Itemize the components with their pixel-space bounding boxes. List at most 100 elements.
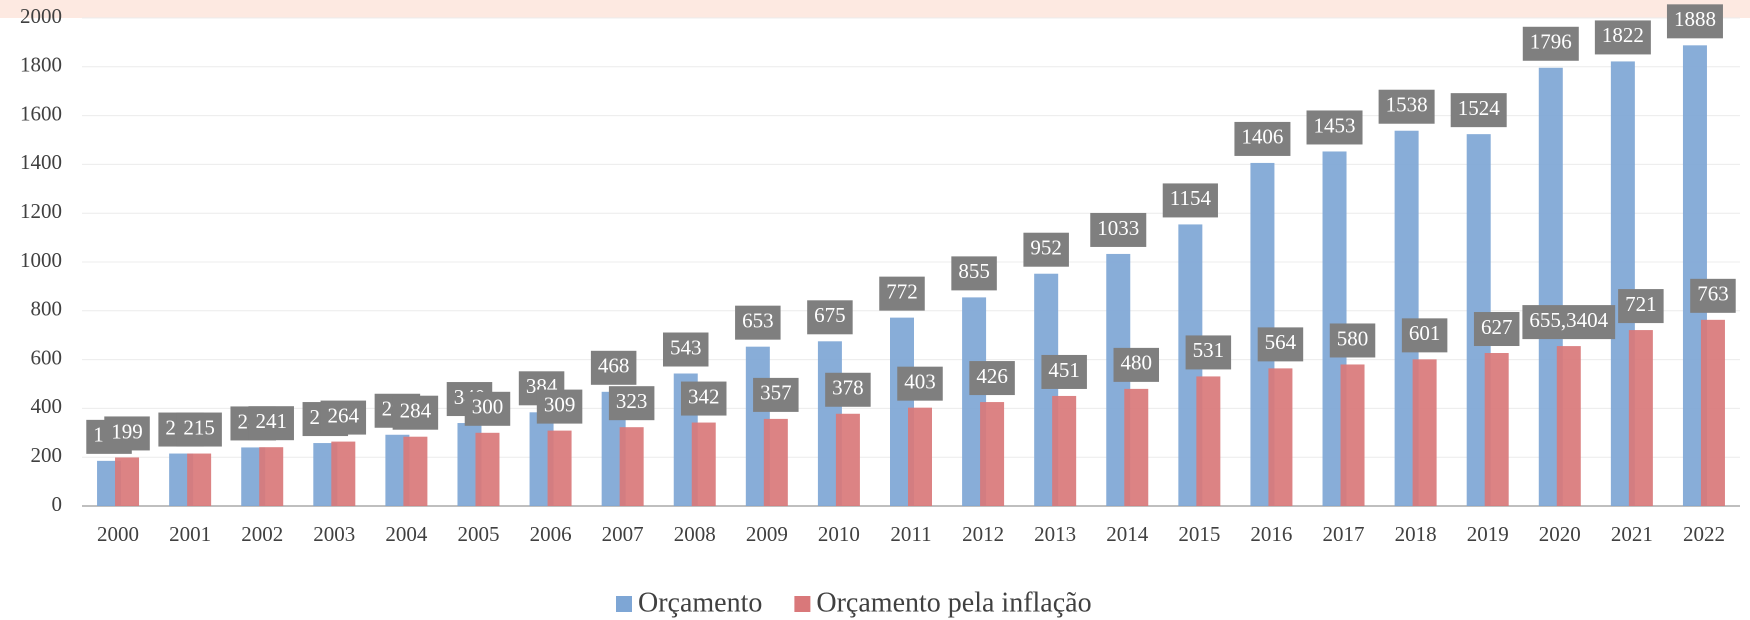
y-tick-label: 2000	[20, 4, 62, 28]
data-label-box	[320, 400, 367, 435]
data-label: 1154	[1170, 186, 1212, 210]
data-label: 655,3404	[1529, 308, 1608, 332]
data-label-box	[1666, 4, 1723, 39]
x-tick-label: 2015	[1178, 522, 1220, 546]
data-label: 580	[1337, 326, 1369, 350]
bar	[763, 418, 788, 506]
data-label: 342	[688, 384, 720, 408]
data-label: 1524	[1458, 96, 1501, 120]
x-tick-label: 2000	[97, 522, 139, 546]
data-label-box	[608, 386, 655, 421]
x-tick-label: 2019	[1467, 522, 1509, 546]
data-label-box	[969, 361, 1015, 396]
x-tick-label: 2009	[746, 522, 788, 546]
data-label-box	[897, 366, 943, 401]
data-label-box	[1306, 110, 1363, 145]
data-label-box	[753, 377, 799, 412]
data-label: 241	[255, 409, 287, 433]
data-label-box	[1023, 232, 1069, 267]
data-label: 564	[1265, 330, 1297, 354]
bar	[908, 407, 932, 506]
data-label-box	[176, 412, 222, 447]
data-label: 1033	[1097, 216, 1139, 240]
y-tick-label: 1400	[20, 150, 62, 174]
bar	[1052, 395, 1077, 506]
bar	[259, 447, 284, 506]
x-tick-label: 2014	[1106, 522, 1149, 546]
y-tick-label: 400	[31, 394, 63, 418]
x-tick-label: 2010	[818, 522, 860, 546]
data-label-box	[807, 300, 853, 335]
data-label: 468	[598, 354, 630, 378]
data-label: 284	[400, 399, 432, 423]
data-label: 763	[1697, 282, 1729, 306]
bar	[187, 453, 212, 506]
y-tick-label: 0	[52, 492, 63, 516]
data-label-box	[536, 389, 583, 424]
bar	[331, 441, 356, 506]
y-tick-label: 1600	[20, 101, 62, 125]
bar	[691, 422, 716, 506]
data-label-box	[1329, 323, 1376, 358]
data-label-box	[1234, 121, 1291, 156]
x-tick-label: 2017	[1323, 522, 1365, 546]
bar	[403, 436, 428, 506]
bar	[1124, 388, 1149, 506]
bar	[1340, 364, 1365, 506]
x-tick-label: 2012	[962, 522, 1004, 546]
data-label-box	[680, 381, 727, 416]
data-label-box	[1450, 93, 1507, 128]
data-label-box	[1473, 312, 1520, 347]
data-label-box	[1041, 354, 1087, 389]
data-label-box	[1690, 278, 1736, 313]
legend-swatch	[616, 596, 632, 612]
data-label: 215	[183, 415, 215, 439]
data-label-box	[662, 332, 709, 367]
x-tick-label: 2016	[1250, 522, 1292, 546]
y-tick-label: 1800	[20, 53, 62, 77]
data-label-box	[392, 395, 439, 430]
y-tick-label: 200	[31, 443, 63, 467]
data-label-box	[1113, 347, 1160, 382]
x-tick-label: 2011	[890, 522, 931, 546]
y-tick-label: 800	[31, 297, 63, 321]
bar	[1268, 368, 1293, 506]
data-label-box	[464, 391, 511, 426]
data-label-box	[248, 406, 294, 441]
data-label: 451	[1048, 358, 1080, 382]
x-tick-label: 2001	[169, 522, 211, 546]
data-label-box	[1594, 20, 1651, 55]
data-label-box	[1522, 26, 1579, 61]
legend-swatch	[794, 596, 811, 612]
bar	[1628, 330, 1653, 506]
data-label: 300	[472, 395, 504, 419]
data-label: 378	[832, 376, 864, 400]
data-label: 357	[760, 381, 792, 405]
data-label-box	[104, 416, 150, 451]
bar	[547, 430, 572, 506]
bar	[115, 457, 140, 506]
x-tick-label: 2007	[602, 522, 644, 546]
x-tick-label: 2008	[674, 522, 716, 546]
x-tick-label: 2006	[530, 522, 572, 546]
data-label-box	[1090, 212, 1147, 247]
bar	[1412, 359, 1437, 506]
header-band	[0, 0, 1750, 18]
data-label: 309	[544, 392, 576, 416]
legend-label: Orçamento	[638, 587, 762, 618]
data-label: 1406	[1241, 125, 1283, 149]
data-label-box	[1162, 183, 1218, 218]
data-label: 543	[670, 335, 702, 359]
y-tick-label: 1000	[20, 248, 62, 272]
bar	[1484, 353, 1509, 506]
bar	[980, 402, 1005, 506]
data-label: 531	[1193, 338, 1225, 362]
bar	[619, 427, 644, 506]
bar	[1196, 376, 1221, 506]
data-label: 199	[111, 419, 143, 443]
data-label: 721	[1625, 292, 1657, 316]
bar	[1556, 346, 1581, 506]
data-label: 323	[616, 389, 648, 413]
data-label: 403	[904, 369, 936, 393]
x-tick-label: 2022	[1683, 522, 1725, 546]
